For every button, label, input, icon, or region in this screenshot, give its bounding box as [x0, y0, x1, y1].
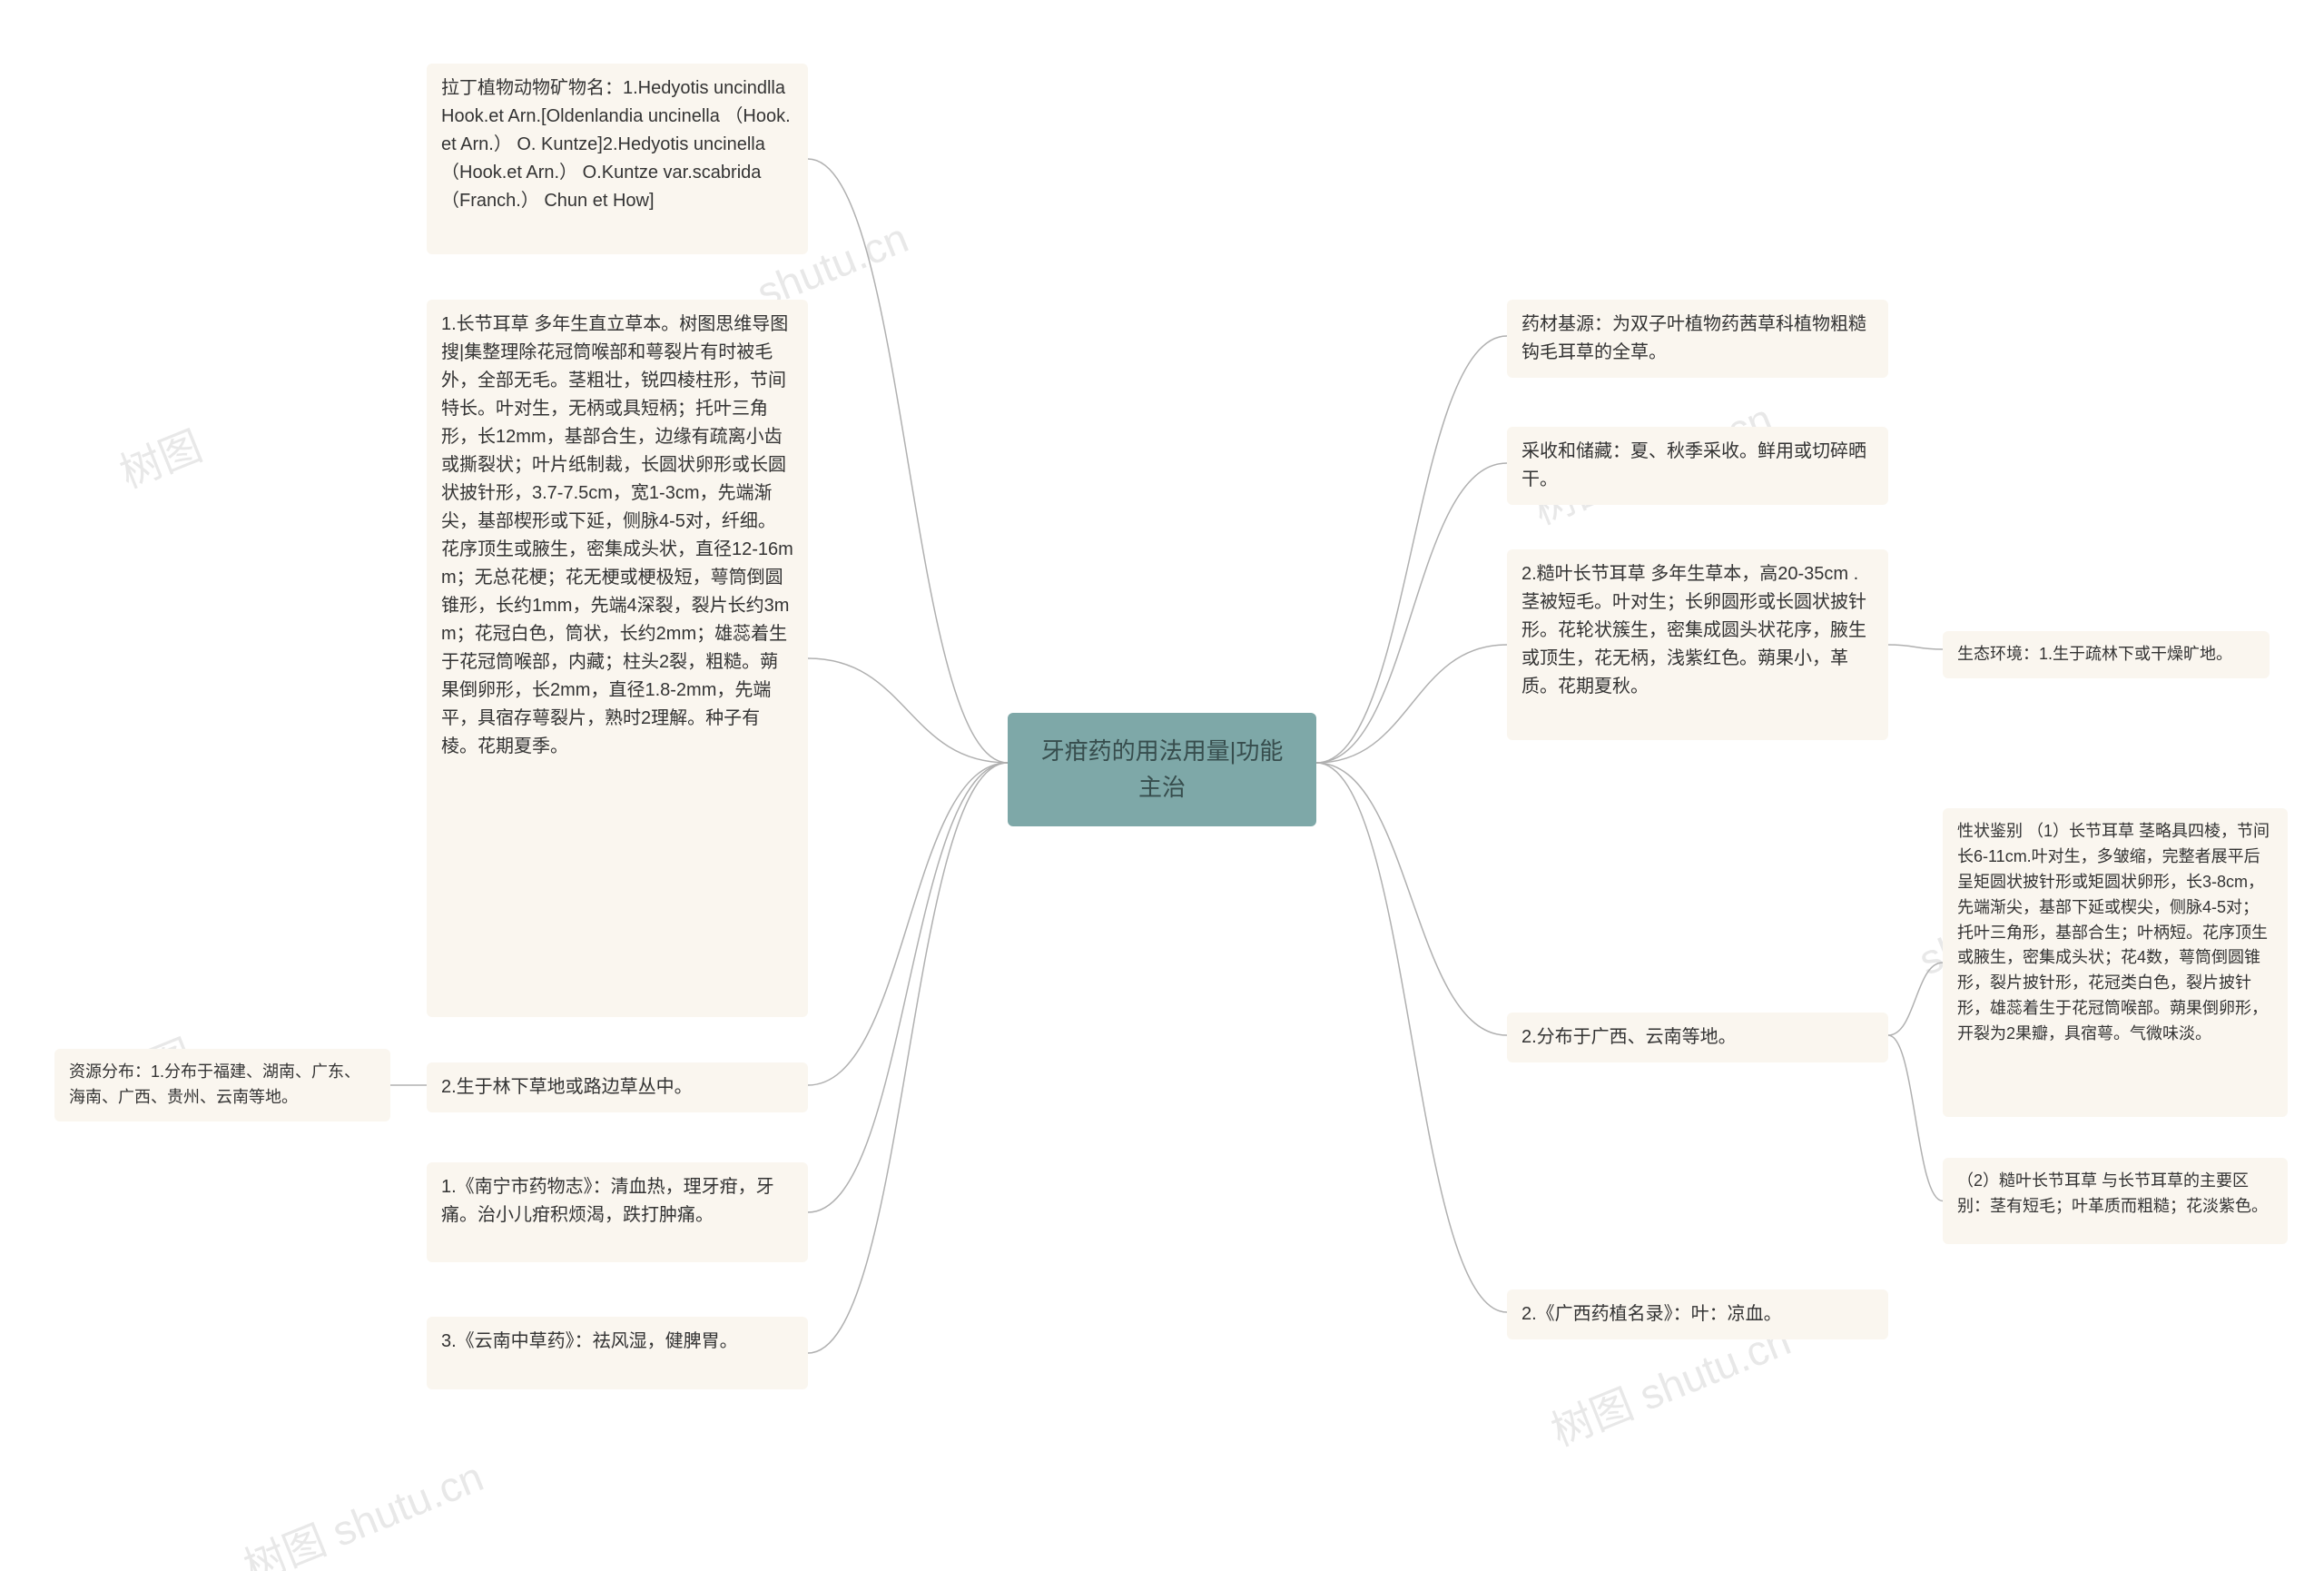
- left-node: 1.《南宁市药物志》：清血热，理牙疳，牙痛。治小儿疳积烦渴，跌打肿痛。: [427, 1162, 808, 1262]
- right-node: 2.分布于广西、云南等地。: [1507, 1013, 1888, 1062]
- right-node: 2.《广西药植名录》：叶：凉血。: [1507, 1289, 1888, 1339]
- left-node: 1.长节耳草 多年生直立草本。树图思维导图搜|集整理除花冠筒喉部和萼裂片有时被毛…: [427, 300, 808, 1017]
- left-node: 3.《云南中草药》：祛风湿，健脾胃。: [427, 1317, 808, 1389]
- center-node: 牙疳药的用法用量|功能主治: [1008, 713, 1316, 826]
- right-node-child: （2）糙叶长节耳草 与长节耳草的主要区别：茎有短毛；叶革质而粗糙；花淡紫色。: [1943, 1158, 2288, 1244]
- left-node: 拉丁植物动物矿物名：1.Hedyotis uncindlla Hook.et A…: [427, 64, 808, 254]
- watermark: 树图 shutu.cn: [234, 1444, 491, 1571]
- watermark: 树图: [110, 413, 210, 500]
- right-node: 药材基源：为双子叶植物药茜草科植物粗糙钩毛耳草的全草。: [1507, 300, 1888, 378]
- left-node: 2.生于林下草地或路边草丛中。: [427, 1062, 808, 1112]
- left-node-child: 资源分布：1.分布于福建、湖南、广东、海南、广西、贵州、云南等地。: [54, 1049, 390, 1121]
- right-node: 采收和储藏：夏、秋季采收。鲜用或切碎晒干。: [1507, 427, 1888, 505]
- right-node-child: 性状鉴别 （1）长节耳草 茎略具四棱，节间长6-11cm.叶对生，多皱缩，完整者…: [1943, 808, 2288, 1117]
- right-node-child: 生态环境：1.生于疏林下或干燥旷地。: [1943, 631, 2270, 678]
- right-node: 2.糙叶长节耳草 多年生草本，高20-35cm .茎被短毛。叶对生；长卵圆形或长…: [1507, 549, 1888, 740]
